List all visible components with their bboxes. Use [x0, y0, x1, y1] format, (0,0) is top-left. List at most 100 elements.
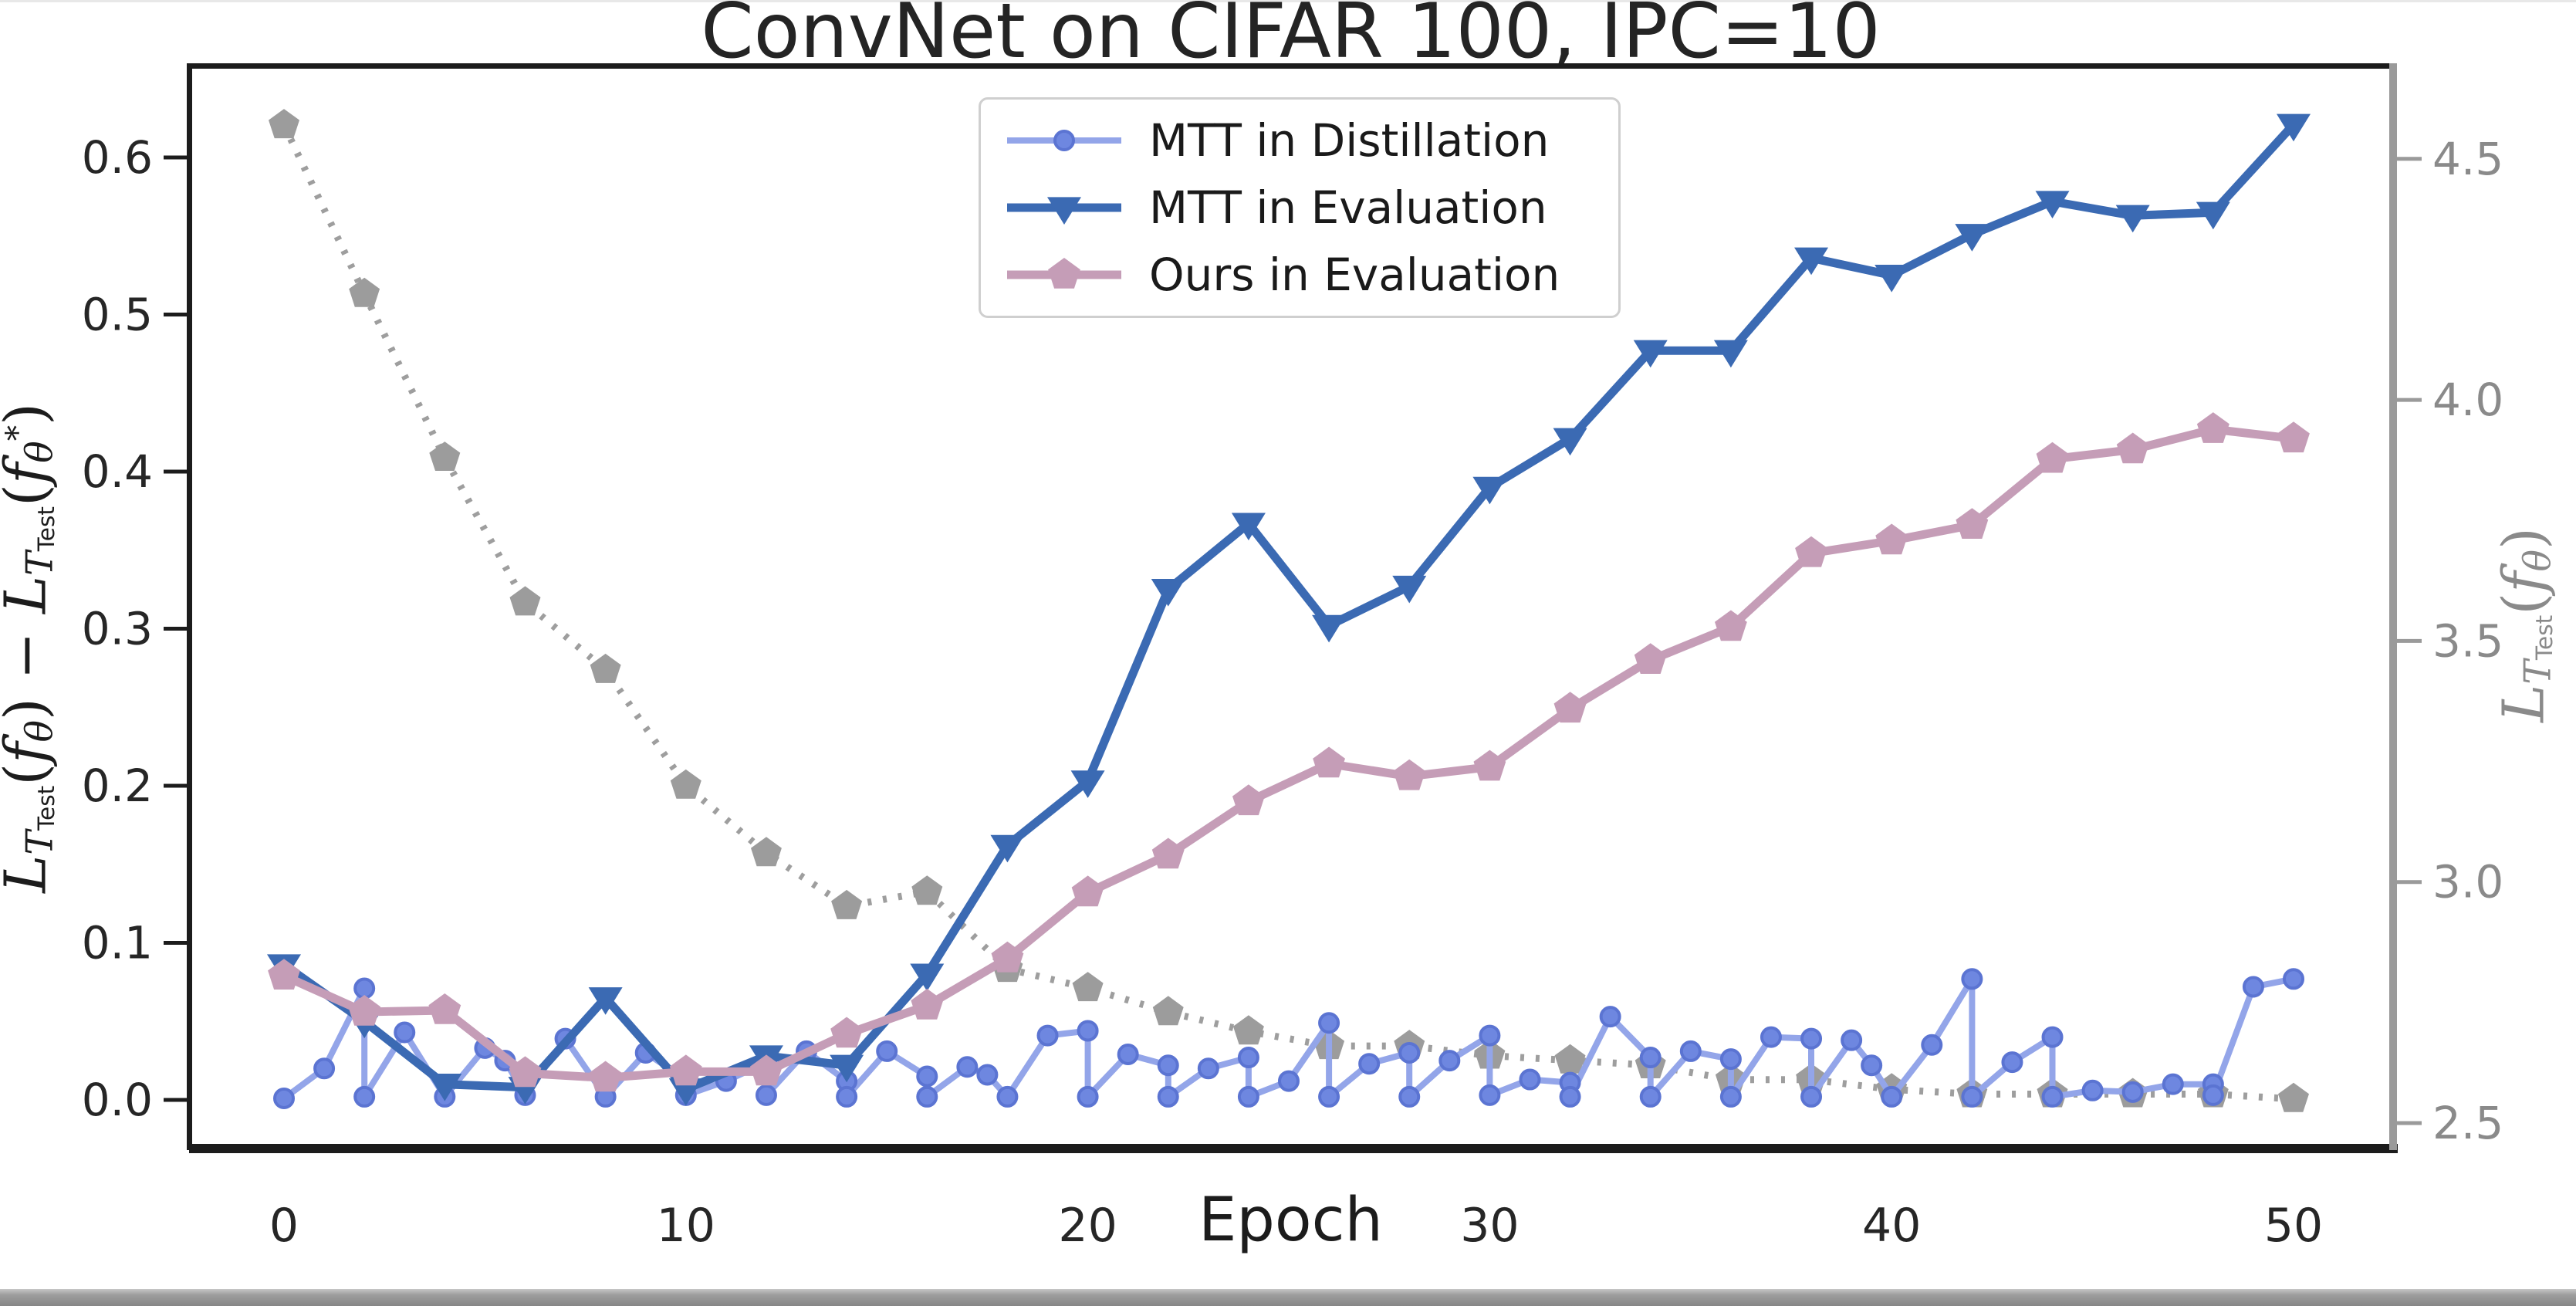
marker-pentagon: [751, 837, 782, 867]
marker-circle: [1599, 1006, 1621, 1028]
marker-circle: [1800, 1027, 1823, 1050]
marker-circle: [1197, 1057, 1219, 1080]
bottom-spine: [189, 1144, 2398, 1153]
y-tick-label-left: 0.2: [82, 760, 153, 812]
marker-triangle-down: [990, 834, 1025, 863]
marker-circle: [1961, 1085, 1983, 1108]
marker-triangle-down: [1553, 428, 1587, 456]
marker-circle: [1719, 1048, 1742, 1071]
marker-circle: [1841, 1029, 1863, 1051]
marker-circle: [1881, 1085, 1903, 1108]
legend-sample-line-circle-icon: [1007, 130, 1121, 152]
marker-circle: [1679, 1040, 1702, 1062]
marker-triangle-down: [1633, 340, 1668, 368]
y-tick-label-left: 0.0: [82, 1074, 153, 1126]
math-segment: θ: [2517, 549, 2560, 572]
y-tick-label-left: 0.5: [82, 289, 153, 341]
y-tick-label-right: 4.5: [2432, 133, 2503, 185]
marker-circle: [1559, 1085, 1581, 1108]
legend-box: MTT in Distillation MTT in Evaluation Ou…: [979, 97, 1621, 318]
marker-circle: [1719, 1085, 1742, 1108]
math-segment: L: [2490, 684, 2557, 722]
marker-circle: [2202, 1084, 2224, 1106]
marker-pentagon: [428, 993, 461, 1024]
marker-triangle-down: [910, 963, 945, 992]
marker-pentagon: [1956, 508, 1989, 539]
marker-circle: [1760, 1026, 1782, 1048]
marker-circle: [1278, 1070, 1300, 1092]
x-tick-label: 30: [1460, 1199, 1519, 1253]
marker-pentagon: [268, 959, 300, 990]
marker-circle: [1157, 1085, 1179, 1108]
marker-circle: [1639, 1085, 1662, 1108]
x-tick-label: 0: [269, 1199, 299, 1253]
marker-pentagon: [2278, 1082, 2309, 1112]
marker-pentagon: [911, 875, 943, 905]
marker-circle: [876, 1040, 898, 1062]
marker-pentagon: [349, 277, 380, 307]
marker-circle: [2081, 1079, 2104, 1101]
math-segment: Test: [33, 506, 60, 552]
math-segment: T: [2517, 660, 2560, 685]
marker-circle: [2242, 976, 2264, 998]
series-mtt-in-distillation: [273, 968, 2304, 1109]
marker-circle: [1639, 1047, 1662, 1069]
legend-item-mtt-in-distillation: MTT in Distillation: [1002, 113, 1597, 168]
marker-circle: [956, 1056, 979, 1078]
marker-circle: [976, 1064, 999, 1086]
marker-pentagon: [589, 1061, 622, 1092]
math-segment: (: [0, 484, 59, 506]
marker-triangle-down: [2115, 205, 2150, 233]
math-segment: L: [0, 576, 59, 614]
marker-circle: [394, 1021, 416, 1044]
marker-pentagon: [1151, 837, 1185, 869]
marker-circle: [1398, 1041, 1421, 1064]
right-spine: [2389, 63, 2397, 1150]
marker-pentagon: [1232, 1015, 1264, 1045]
marker-circle: [2001, 1051, 2023, 1074]
marker-circle: [1479, 1024, 1501, 1047]
marker-pentagon: [1152, 996, 1184, 1026]
marker-triangle-down: [1472, 476, 1507, 505]
marker-triangle-down: [588, 987, 623, 1015]
legend-label: MTT in Distillation: [1149, 114, 1550, 167]
window-bottom-bar: [0, 1289, 2576, 1306]
legend-sample-line-pentagon-icon: [1007, 257, 1121, 289]
marker-triangle-down: [2035, 191, 2070, 218]
left-spine: [187, 63, 192, 1150]
marker-circle: [916, 1065, 938, 1088]
math-segment: −: [0, 614, 59, 698]
y-tick-label-left: 0.4: [82, 445, 153, 498]
marker-circle: [2041, 1085, 2064, 1108]
marker-triangle-down: [1070, 770, 1105, 798]
right-axis-title: LTTest(fθ): [2491, 161, 2560, 1088]
marker-triangle-down: [2196, 201, 2230, 230]
marker-triangle-down: [1231, 513, 1266, 541]
math-segment: T: [19, 831, 62, 855]
marker-pentagon: [269, 109, 299, 139]
marker-triangle-down: [1875, 264, 1909, 293]
marker-circle: [1519, 1068, 1541, 1091]
math-segment: ): [0, 403, 59, 425]
math-segment: (: [0, 763, 59, 786]
marker-circle: [1157, 1054, 1179, 1077]
legend-item-mtt-in-evaluation: MTT in Evaluation: [1002, 180, 1597, 235]
math-segment: ): [0, 698, 59, 720]
marker-pentagon: [2277, 421, 2310, 453]
marker-pentagon: [1554, 1044, 1586, 1074]
left-axis-title: LTTest(fθ) − LTTest(fθ*): [0, 184, 61, 1111]
marker-circle: [353, 1085, 376, 1108]
marker-pentagon: [1795, 536, 1827, 567]
marker-pentagon: [1393, 759, 1426, 790]
marker-pentagon: [669, 1054, 702, 1086]
marker-triangle-down: [2277, 113, 2311, 142]
window-top-border: [0, 0, 2576, 2]
x-axis-title: Epoch: [1198, 1186, 1383, 1255]
marker-triangle-down: [1151, 578, 1185, 607]
x-tick-label: 50: [2264, 1199, 2323, 1253]
series-line: [282, 425, 2294, 1082]
y-tick-label-right: 3.5: [2432, 614, 2503, 667]
marker-circle: [1117, 1043, 1139, 1065]
marker-pentagon: [509, 586, 541, 616]
